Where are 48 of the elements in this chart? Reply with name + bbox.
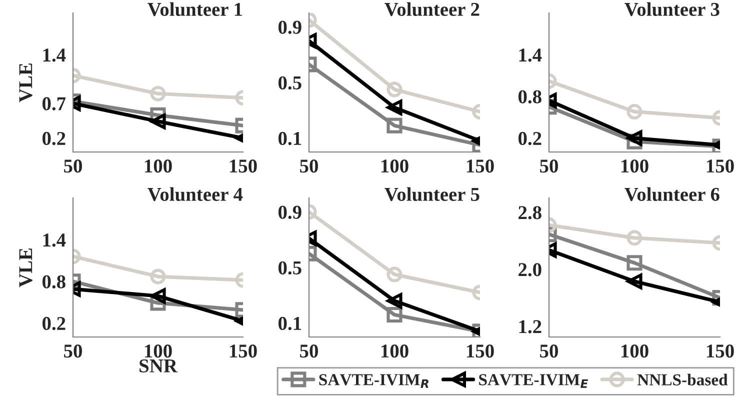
x-tick-label: 100 <box>621 344 648 358</box>
x-tick-label: 50 <box>540 160 558 173</box>
x-tick-label: 50 <box>300 160 318 173</box>
x-tick-label: 100 <box>144 344 172 358</box>
x-tick-label: 150 <box>230 344 257 358</box>
x-tick-label: 100 <box>144 160 172 173</box>
y-tick-label: 2.0 <box>518 263 542 276</box>
x-tick-label: 150 <box>706 160 734 173</box>
y-axis-title: VLE <box>19 248 32 288</box>
chart-title: Volunteer 6 <box>624 187 720 202</box>
chart-title: Volunteer 1 <box>148 2 242 16</box>
legend-label: NNLS-based <box>637 374 728 386</box>
chart-title: Volunteer 2 <box>384 2 480 16</box>
x-tick-label: 100 <box>381 160 408 173</box>
legend-label: SAVTE-IVIM$_{E}$ <box>479 374 588 388</box>
chart-title: Volunteer 5 <box>384 187 480 202</box>
y-tick-label: 0.8 <box>518 90 542 104</box>
x-axis-title: SNR <box>140 359 178 372</box>
x-tick-label: 50 <box>64 344 82 358</box>
y-tick-label: 0.2 <box>518 132 542 146</box>
x-tick-label: 100 <box>381 344 408 358</box>
y-axis-title: VLE <box>19 64 32 102</box>
y-tick-label: 0.9 <box>278 20 302 34</box>
y-tick-label: 1.2 <box>519 320 542 334</box>
x-tick-label: 50 <box>300 344 318 358</box>
y-tick-label: 1.4 <box>519 48 542 62</box>
y-tick-label: 0.1 <box>278 132 302 146</box>
y-tick-label: 0.2 <box>42 132 66 146</box>
x-tick-label: 50 <box>64 160 82 173</box>
y-tick-label: 0.8 <box>42 275 66 288</box>
y-tick-label: 1.4 <box>43 234 66 247</box>
x-tick-label: 150 <box>466 344 494 358</box>
chart-title: Volunteer 4 <box>148 187 243 202</box>
legend-label: SAVTE-IVIM$_{R}$ <box>319 374 428 388</box>
x-tick-label: 100 <box>621 160 648 173</box>
y-tick-label: 1.4 <box>43 48 66 62</box>
y-tick-label: 0.5 <box>278 261 302 275</box>
x-tick-label: 150 <box>230 160 257 173</box>
x-tick-label: 50 <box>540 344 558 358</box>
x-tick-label: 150 <box>466 160 494 173</box>
y-tick-label: 0.2 <box>42 316 66 330</box>
x-tick-label: 150 <box>706 344 734 358</box>
y-tick-label: 0.7 <box>42 97 66 110</box>
y-tick-label: 0.1 <box>278 316 302 330</box>
y-tick-label: 2.8 <box>518 206 542 220</box>
y-tick-label: 0.9 <box>278 206 302 219</box>
chart-title: Volunteer 3 <box>624 2 720 16</box>
y-tick-label: 0.5 <box>278 76 302 90</box>
